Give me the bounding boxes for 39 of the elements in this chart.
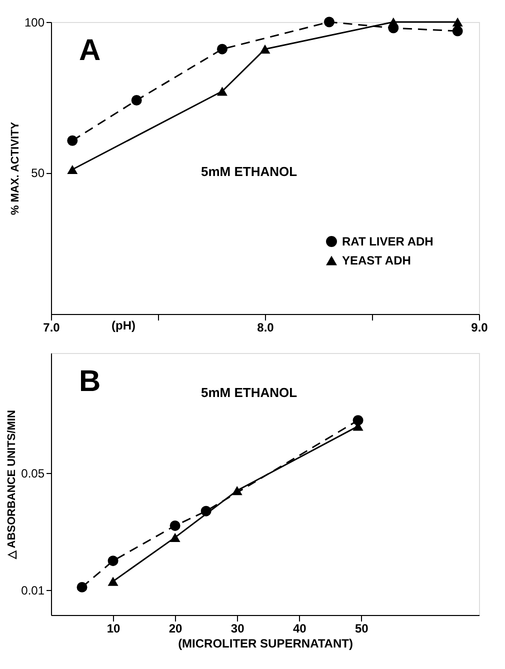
x-tick-label: 40	[292, 622, 307, 636]
y-axis-title: % MAX. ACTIVITY	[9, 121, 22, 216]
x-axis-title: (pH)	[112, 318, 136, 332]
legend-label: RAT LIVER ADH	[342, 234, 434, 248]
x-tick-label: 10	[106, 622, 121, 636]
point	[388, 17, 399, 27]
chart-title: A	[79, 34, 101, 67]
annotation: 5mM ETHANOL	[201, 385, 298, 400]
y-tick-label: 0.01	[21, 584, 45, 598]
point	[108, 556, 118, 566]
point	[200, 506, 212, 516]
y-tick-label: 50	[31, 166, 45, 180]
x-tick-label: 8.0	[257, 320, 274, 334]
point	[452, 17, 463, 27]
point	[170, 520, 180, 531]
point	[76, 582, 88, 592]
point	[67, 135, 78, 146]
point	[131, 95, 142, 106]
x-tick-label: 20	[168, 622, 183, 636]
x-axis-title: (MICROLITER SUPERNATANT)	[178, 636, 353, 650]
x-tick-label: 9.0	[471, 320, 488, 334]
point	[324, 16, 334, 28]
y-tick-label: 0.05	[21, 466, 45, 481]
chart-title: B	[79, 365, 101, 398]
point	[260, 44, 270, 54]
point	[232, 486, 242, 496]
x-tick-label: 30	[230, 622, 245, 636]
point	[216, 44, 228, 54]
annotation: 5mM ETHANOL	[201, 164, 298, 179]
x-tick-label: 50	[354, 622, 369, 636]
x-tick-label: 7.0	[43, 320, 60, 334]
point	[108, 576, 118, 586]
point	[170, 532, 180, 542]
legend-label: YEAST ADH	[342, 254, 411, 268]
y-axis-title: △ ABSORBANCE UNITS/MIN	[6, 410, 18, 560]
point	[67, 164, 78, 174]
point	[452, 26, 463, 36]
y-tick-label: 100	[24, 16, 45, 30]
point	[216, 86, 228, 96]
